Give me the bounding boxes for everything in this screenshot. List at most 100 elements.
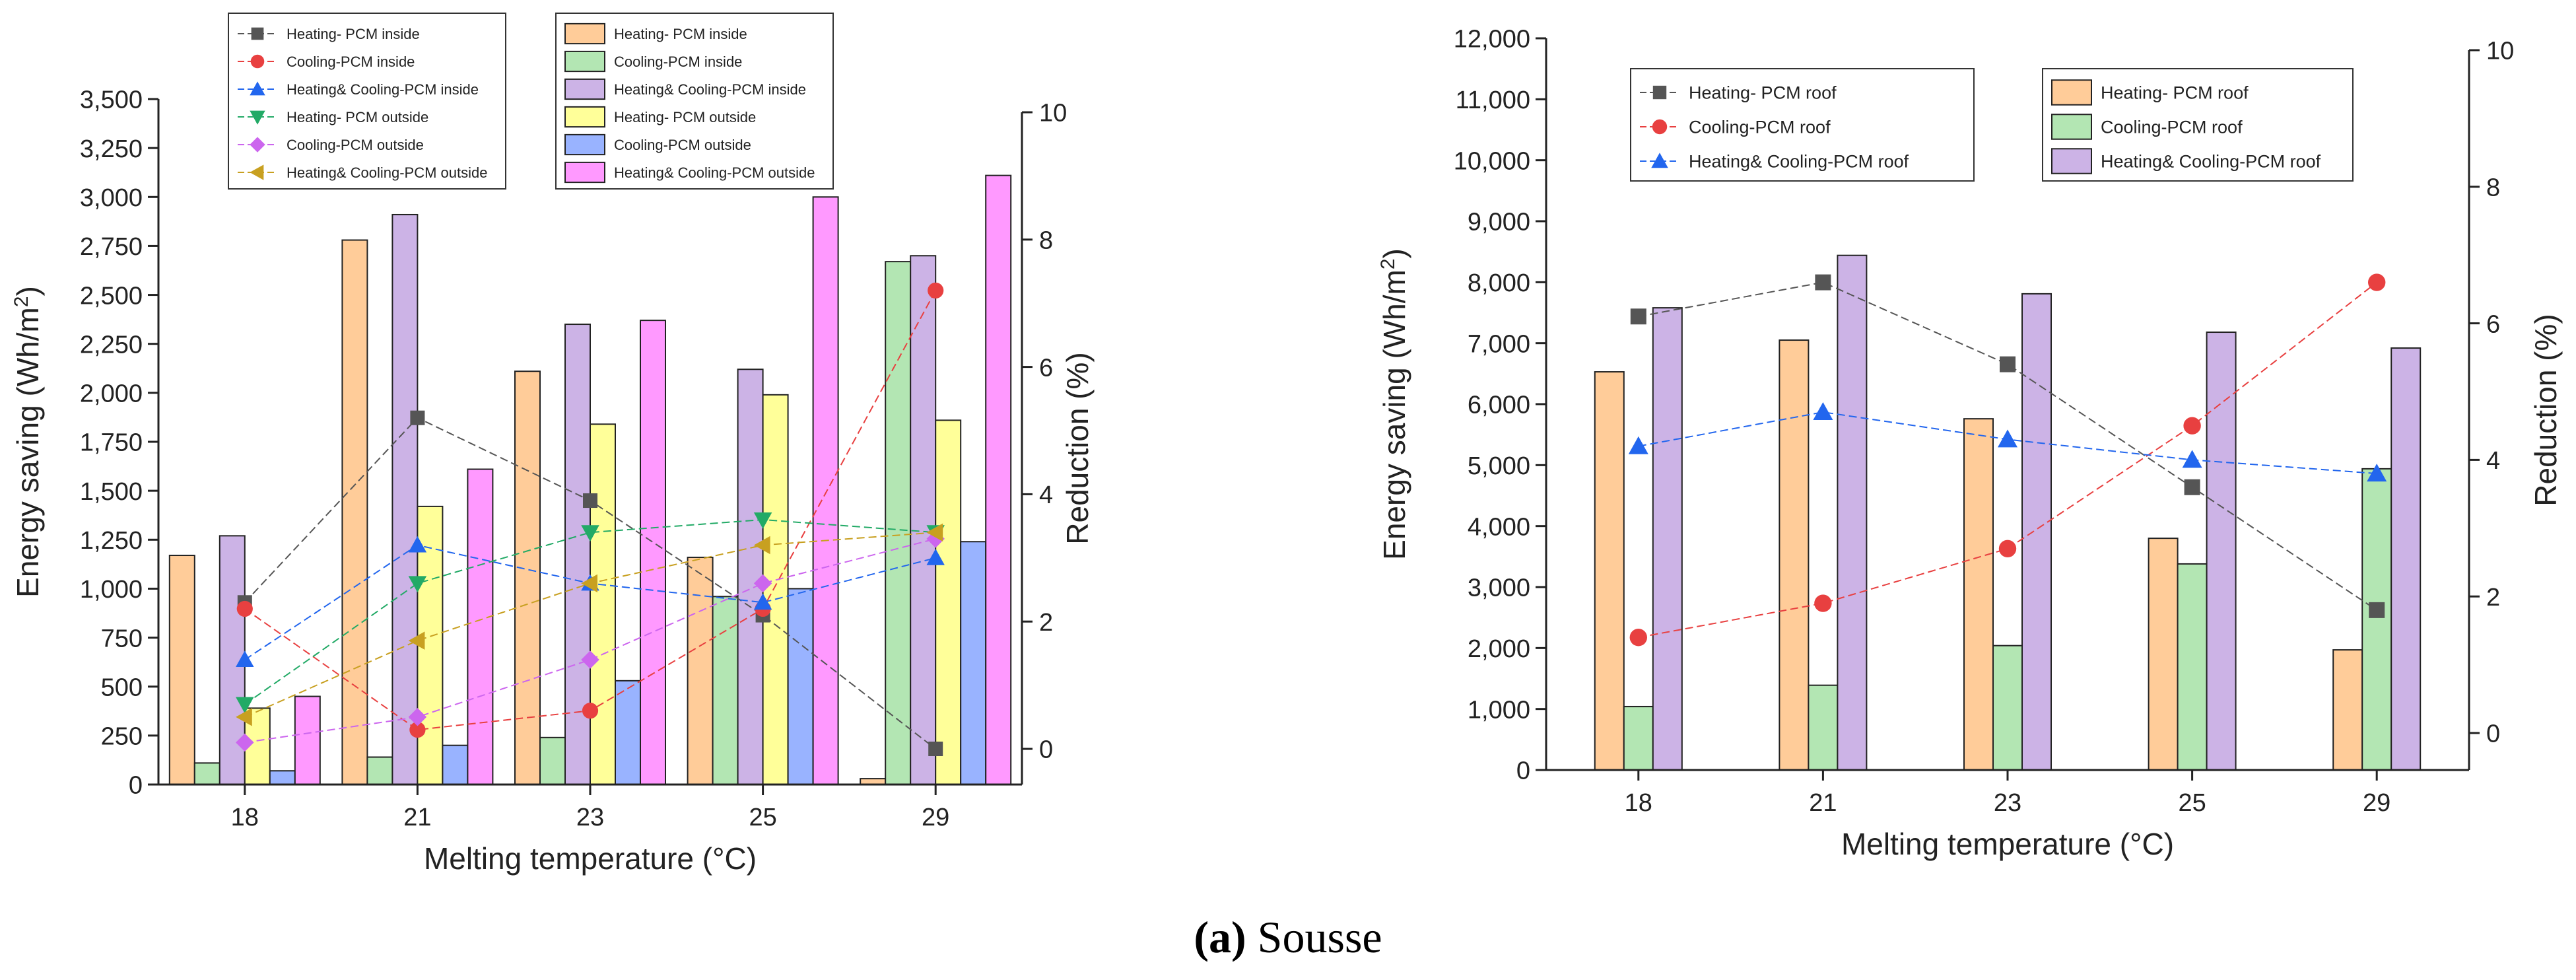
legend-label: Heating- PCM outside bbox=[614, 109, 756, 125]
bar bbox=[985, 174, 1012, 786]
legend-label: Heating& Cooling-PCM outside bbox=[287, 164, 488, 181]
legend-marker bbox=[1652, 119, 1668, 135]
point bbox=[2368, 273, 2386, 291]
bar-series-6 bbox=[294, 174, 1012, 786]
bar-series-4 bbox=[244, 394, 962, 786]
legend-bars: Heating- PCM inside Cooling-PCM inside Hea… bbox=[555, 13, 834, 190]
lines bbox=[236, 282, 945, 756]
legend-swatch bbox=[2051, 79, 2092, 106]
chart-left: 02505007501,0001,2501,5001,7502,0002,250… bbox=[11, 13, 1095, 876]
y-tick-label: 1,500 bbox=[80, 478, 143, 506]
y-tick-label: 500 bbox=[101, 674, 143, 701]
bar bbox=[514, 370, 541, 785]
y-tick-label: 0 bbox=[129, 772, 143, 800]
point bbox=[1998, 429, 2017, 448]
point bbox=[583, 493, 597, 508]
y-tick-label: 3,500 bbox=[80, 87, 143, 114]
point bbox=[236, 733, 254, 752]
y-tick-label: 6,000 bbox=[1468, 392, 1530, 419]
point bbox=[410, 410, 425, 425]
point bbox=[753, 593, 772, 610]
bar bbox=[2206, 332, 2237, 771]
y-tick-label: 10,000 bbox=[1454, 147, 1530, 175]
y2-tick-label: 4 bbox=[2486, 447, 2500, 475]
bar bbox=[615, 680, 641, 785]
y2-tick-label: 10 bbox=[2486, 38, 2514, 65]
legend-label: Heating- PCM inside bbox=[287, 26, 420, 42]
y2-tick-label: 6 bbox=[1039, 354, 1053, 382]
y-tick-label: 750 bbox=[101, 625, 143, 652]
chart-right: 0 1,000 2,000 3,000 4,000 5,000 6,000 7,000 8,00… bbox=[1377, 26, 2563, 861]
bar bbox=[1963, 418, 1994, 771]
point bbox=[1815, 274, 1831, 291]
point bbox=[236, 650, 254, 668]
bar bbox=[269, 770, 296, 785]
point bbox=[2182, 450, 2202, 468]
point bbox=[928, 282, 944, 299]
bar-series-1 bbox=[168, 239, 887, 786]
x-ticks: 18 21 23 25 29 bbox=[231, 785, 949, 831]
bar bbox=[762, 394, 789, 785]
point bbox=[1814, 594, 1832, 612]
legend-bars: Heating- PCM roof Cooling-PCM roof Heating… bbox=[2042, 68, 2354, 182]
bar bbox=[2148, 538, 2179, 771]
y2-tick-label: 0 bbox=[2486, 720, 2500, 748]
point bbox=[1629, 629, 1647, 647]
y-tick-label: 2,000 bbox=[80, 380, 143, 408]
bar bbox=[687, 556, 714, 786]
y2-axis-label: Reduction (%) bbox=[2528, 314, 2563, 506]
bar bbox=[366, 756, 393, 785]
line-series-6 bbox=[236, 523, 943, 726]
y-tick-label: 9,000 bbox=[1468, 209, 1530, 236]
legend-label: Cooling-PCM inside bbox=[287, 53, 415, 70]
x-ticks: 18 21 23 25 29 bbox=[1625, 770, 2390, 817]
legend-marker bbox=[250, 110, 265, 125]
bar bbox=[737, 368, 764, 785]
legend-marker bbox=[250, 81, 265, 96]
legend-marker bbox=[1651, 153, 1668, 168]
bar bbox=[2021, 293, 2052, 771]
caption-text: Sousse bbox=[1246, 912, 1382, 962]
y2-tick-label: 4 bbox=[1039, 481, 1053, 509]
y2-axis-label: Reduction (%) bbox=[1060, 352, 1095, 544]
point bbox=[2369, 602, 2385, 618]
point bbox=[753, 536, 770, 555]
legend-swatch bbox=[564, 133, 605, 156]
x-tick-label: 23 bbox=[576, 804, 604, 831]
caption-label: (a) bbox=[1194, 912, 1246, 962]
bar-series-5 bbox=[269, 541, 987, 786]
bar bbox=[885, 261, 912, 785]
bar bbox=[2177, 563, 2208, 771]
point bbox=[408, 576, 427, 593]
bar bbox=[1779, 339, 1810, 771]
x-tick-label: 23 bbox=[1994, 789, 2021, 817]
legend-box bbox=[2042, 68, 2354, 182]
point bbox=[581, 650, 599, 669]
bar bbox=[341, 239, 368, 785]
point bbox=[1630, 308, 1646, 325]
point bbox=[2367, 464, 2387, 482]
y2-tick-label: 8 bbox=[2486, 174, 2500, 201]
point bbox=[928, 742, 943, 756]
legend-swatch bbox=[2051, 114, 2092, 140]
bars bbox=[1594, 254, 2422, 771]
point bbox=[926, 523, 943, 542]
bar-series-2 bbox=[193, 261, 912, 786]
point bbox=[236, 708, 252, 726]
series-line bbox=[244, 518, 936, 705]
bar bbox=[712, 596, 739, 785]
y-tick-label: 2,750 bbox=[80, 233, 143, 261]
legend-label: Heating- PCM outside bbox=[287, 109, 428, 125]
line-series-2 bbox=[1629, 273, 2386, 647]
point bbox=[926, 549, 945, 565]
lines bbox=[1628, 273, 2387, 647]
bar bbox=[787, 588, 814, 786]
bar bbox=[1623, 705, 1654, 771]
y-tick-label: 12,000 bbox=[1454, 26, 1530, 53]
legend-label: Cooling-PCM roof bbox=[2101, 118, 2243, 137]
y-tick-label: 1,000 bbox=[1468, 696, 1530, 724]
legend-lines: Heating- PCM inside Cooling-PCM inside Hea… bbox=[228, 13, 506, 190]
bar bbox=[1837, 254, 1868, 771]
x-axis-label: Melting temperature (°C) bbox=[1841, 827, 2174, 861]
